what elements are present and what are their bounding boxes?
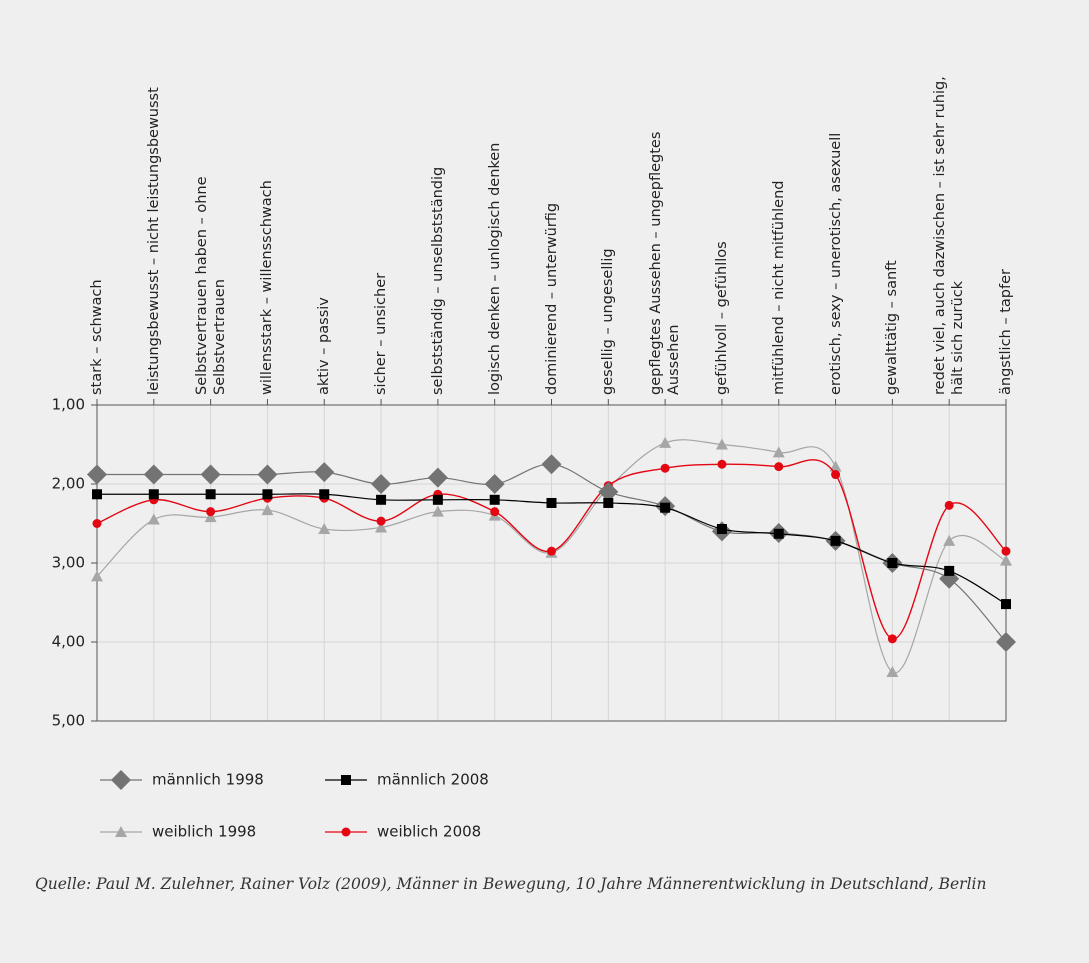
marker [341,827,351,837]
marker [87,464,107,485]
marker [1000,554,1012,566]
marker [376,494,387,505]
marker [431,505,444,517]
marker [432,494,443,505]
x-tick-label: aktiv – passiv [316,297,333,395]
marker [773,528,784,539]
marker [490,507,500,517]
marker [206,507,216,517]
marker [111,770,131,790]
marker [1001,599,1011,610]
x-tick-label: redet viel, auch dazwischen – ist sehr r… [932,76,967,395]
marker [319,489,330,500]
marker [261,504,274,516]
marker [262,489,273,500]
marker [887,558,898,568]
marker [204,511,217,523]
marker [91,570,103,582]
x-tick-label: leistungsbewusst – nicht leistungsbewuss… [145,87,162,395]
x-tick-label: gefühlvoll – gefühllos [713,241,730,395]
marker [887,634,897,644]
legend-label: weiblich 2008 [377,823,481,841]
marker [375,521,388,533]
legend-label: männlich 2008 [377,771,489,789]
marker [660,463,670,473]
marker [314,462,335,483]
marker [659,436,672,448]
marker [1001,546,1011,556]
marker [996,632,1016,652]
marker [92,489,102,500]
marker [143,464,164,485]
y-tick-label: 1,00 [52,396,85,414]
marker [660,502,671,513]
marker [205,489,216,500]
series-line [96,439,1007,674]
source: Quelle: Paul M. Zulehner, Rainer Volz (2… [35,875,987,893]
marker [603,497,614,508]
x-tick-label: erotisch, sexy – unerotisch, asexuell [827,132,844,395]
y-tick-label: 2,00 [52,475,85,493]
marker [830,535,841,546]
x-tick-label: sicher – unsicher [373,272,390,395]
x-tick-label: dominierend – unterwürfig [543,202,560,395]
marker [943,534,956,546]
marker [546,497,557,508]
legend-label: weiblich 1998 [152,823,256,841]
y-tick-label: 5,00 [52,712,85,730]
marker [147,513,160,525]
x-tick-label: gesellig – ungesellig [600,248,617,395]
marker [371,474,392,494]
x-tick-label: gewalttätig – sanft [884,260,901,395]
marker [148,489,159,500]
marker [547,546,556,556]
legend-label: männlich 1998 [152,771,264,789]
x-tick-label: ängstlich – tapfer [998,269,1014,395]
marker [541,454,562,475]
marker [318,523,331,535]
marker [115,826,127,837]
marker [427,467,448,488]
marker [716,524,727,535]
marker [489,494,500,505]
x-tick-label: mitfühlend – nicht mitfühlend [770,180,787,395]
x-tick-label: Selbstvertrauen haben – ohne Selbstvertr… [193,176,228,395]
y-tick-label: 3,00 [52,554,85,572]
x-tick-label: selbstständig – unselbstständig [429,166,446,395]
marker [376,516,386,526]
marker [944,500,954,510]
marker [831,470,841,480]
marker [717,459,727,469]
marker [715,438,728,450]
marker [944,565,955,576]
marker [772,446,785,458]
x-tick-label: willensstark – willensschwach [259,180,276,395]
marker [829,460,842,472]
marker [92,519,102,528]
marker [200,464,221,485]
x-tick-label: stark – schwach [89,279,105,395]
x-tick-label: logisch denken – unlogisch denken [486,142,503,395]
x-tick-label: gepflegtes Aussehen – ungepflegtes Ausse… [648,131,683,395]
marker [598,481,619,502]
marker [774,462,784,472]
y-tick-label: 4,00 [52,633,85,651]
marker [341,775,351,785]
marker [257,464,278,485]
marker [886,666,899,678]
marker [484,474,505,494]
